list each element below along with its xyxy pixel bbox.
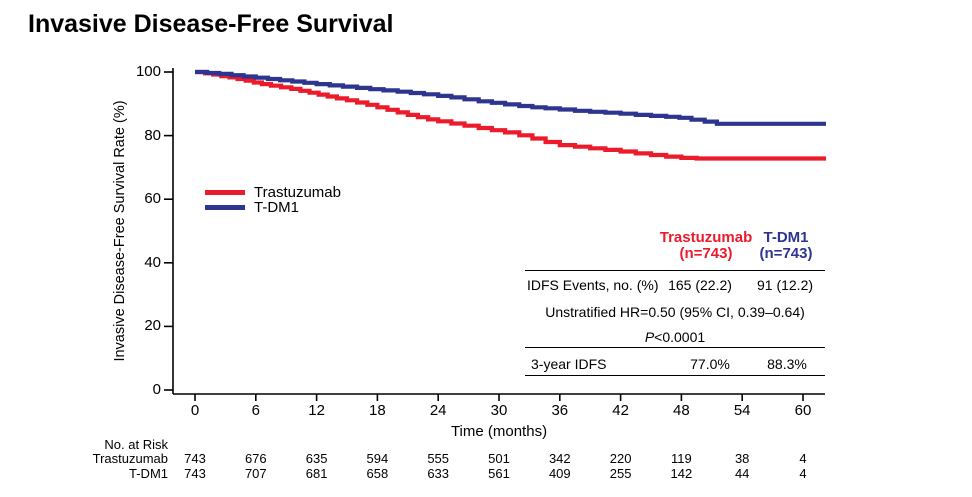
y-tick-label: 0 (152, 381, 161, 398)
stats-pvalue-row: P<0.0001 (645, 329, 705, 345)
stats-row1-col2: 91 (12.2) (756, 277, 814, 293)
x-tick-label: 24 (429, 402, 447, 419)
stats-divider-bottom (525, 374, 825, 376)
y-tick-label: 20 (144, 317, 161, 335)
risk-count: 594 (366, 451, 389, 466)
trastuzumab-swatch (205, 190, 245, 195)
stats-col2-header-n: (n=743) (759, 245, 813, 262)
pvalue-text: <0.0001 (654, 329, 706, 345)
stats-col1-header: Trastuzumab (n=743) (660, 230, 753, 262)
x-tick-label: 48 (673, 402, 690, 419)
x-tick-label: 30 (490, 402, 508, 419)
stats-hr-row: Unstratified HR=0.50 (95% CI, 0.39–0.64) (545, 304, 805, 320)
y-tick-label: 80 (144, 126, 161, 144)
risk-count: 4 (799, 451, 807, 466)
stats-col1-header-n: (n=743) (679, 245, 733, 262)
x-tick-label: 36 (551, 402, 569, 419)
stats-row1-label: IDFS Events, no. (%) (527, 277, 659, 293)
x-tick-label: 54 (733, 402, 751, 419)
stats-row1-col1: 165 (22.2) (668, 277, 732, 293)
x-tick-label: 42 (612, 402, 629, 419)
stats-col1-header-name: Trastuzumab (659, 229, 753, 246)
risk-count: 707 (244, 466, 267, 481)
risk-row-label: Trastuzumab (92, 451, 168, 466)
stats-divider-top (525, 269, 825, 271)
legend-item-trastuzumab: Trastuzumab (205, 185, 341, 200)
stats-row4-col2: 88.3% (767, 356, 807, 372)
risk-count: 743 (184, 451, 206, 466)
risk-count: 409 (548, 466, 571, 481)
pvalue-symbol: P (644, 329, 655, 345)
risk-count: 44 (734, 466, 750, 481)
risk-count: 676 (244, 451, 267, 466)
legend-item-tdm1: T-DM1 (205, 200, 341, 215)
legend-label-trastuzumab: Trastuzumab (254, 184, 341, 201)
y-tick-label: 60 (144, 190, 161, 208)
legend-label-tdm1: T-DM1 (254, 199, 299, 216)
t-dm1-curve (195, 69, 826, 126)
stats-row4-label: 3-year IDFS (531, 356, 607, 372)
trastuzumab-curve (195, 69, 826, 161)
risk-count: 220 (609, 451, 632, 466)
x-axis-label: Time (months) (450, 423, 548, 440)
risk-count: 501 (488, 451, 510, 466)
risk-count: 142 (670, 466, 693, 481)
stats-row4-col1: 77.0% (690, 356, 730, 372)
risk-count: 633 (427, 466, 450, 481)
y-tick-label: 100 (135, 63, 161, 80)
x-tick-label: 18 (369, 402, 386, 419)
y-tick-label: 40 (144, 253, 161, 271)
x-tick-label: 60 (794, 402, 812, 419)
stats-divider-middle (525, 346, 825, 348)
risk-row-label: T-DM1 (129, 466, 168, 481)
stats-table: Trastuzumab (n=743) T-DM1 (n=743) IDFS E… (525, 228, 825, 378)
legend: Trastuzumab T-DM1 (205, 185, 341, 215)
x-tick-label: 12 (308, 402, 325, 419)
stats-col2-header-name: T-DM1 (763, 229, 809, 246)
risk-count: 38 (734, 451, 750, 466)
y-axis-label: Invasive Disease-Free Survival Rate (%) (112, 100, 128, 362)
risk-count: 4 (799, 466, 807, 481)
figure-title: Invasive Disease-Free Survival (28, 10, 394, 38)
risk-table-title: No. at Risk (104, 437, 168, 452)
x-tick-label: 0 (190, 402, 200, 419)
risk-count: 561 (488, 466, 510, 481)
risk-count: 743 (184, 466, 206, 481)
stats-col2-header: T-DM1 (n=743) (760, 230, 813, 262)
risk-count: 555 (427, 451, 450, 466)
risk-count: 119 (671, 451, 692, 466)
risk-count: 255 (609, 466, 632, 481)
tdm1-swatch (205, 205, 245, 210)
risk-count: 635 (305, 451, 328, 466)
risk-count: 342 (548, 451, 571, 466)
x-tick-label: 6 (251, 402, 260, 419)
risk-count: 658 (366, 466, 389, 481)
risk-count: 681 (305, 466, 328, 481)
